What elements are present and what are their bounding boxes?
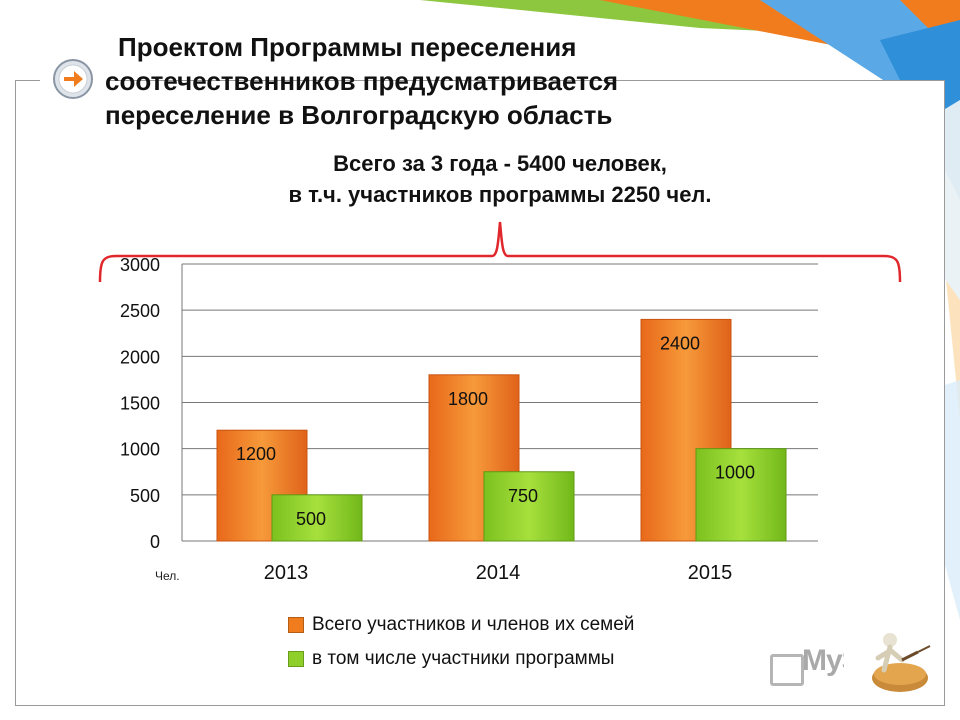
x-tick-label: 2014 [476,562,521,584]
x-tick-label: 2015 [688,562,733,584]
subtitle-line-2: в т.ч. участников программы 2250 чел. [288,182,712,207]
subtitle-line-1: Всего за 3 года - 5400 человек, [333,151,667,176]
title-line-2: соотечественников предусматривается [105,66,619,96]
legend-item-participants: в том числе участники программы [288,642,634,676]
y-tick-label: 0 [150,532,160,552]
bar-participants [695,448,787,542]
chart-subtitle: Всего за 3 года - 5400 человек, в т.ч. у… [230,148,770,210]
data-label: 1800 [448,389,488,409]
data-label: 500 [296,509,326,529]
slide-title: Проектом Программы переселения соотечест… [105,30,755,132]
legend-swatch-participants [288,651,304,667]
y-tick-label: 1500 [120,394,160,414]
data-label: 750 [508,486,538,506]
legend-label-total: Всего участников и членов их семей [312,614,635,635]
bracket-shape [98,221,902,283]
title-line-1: Проектом Программы переселения [118,32,577,62]
y-tick-label: 1000 [120,440,160,460]
chart-legend: Всего участников и членов их семей в том… [288,608,634,676]
y-tick-label: 3000 [120,255,160,275]
bar-participants [483,471,575,542]
data-label: 1000 [715,463,755,483]
legend-item-total: Всего участников и членов их семей [288,608,634,642]
data-label: 1200 [236,444,276,464]
legend-label-participants: в том числе участники программы [312,648,615,669]
x-tick-label: 2013 [264,562,309,584]
data-label: 2400 [660,333,700,353]
watermark-icon [770,654,804,686]
legend-swatch-total [288,617,304,633]
bar-participants [271,494,363,542]
arrow-right-icon [53,59,93,99]
y-tick-label: 2500 [120,301,160,321]
title-line-3: переселение в Волгоградскую область [105,100,613,130]
y-tick-label: 2000 [120,347,160,367]
unit-label: Чел. [155,569,180,583]
logo-figure-icon [844,622,944,698]
y-tick-label: 500 [130,486,160,506]
